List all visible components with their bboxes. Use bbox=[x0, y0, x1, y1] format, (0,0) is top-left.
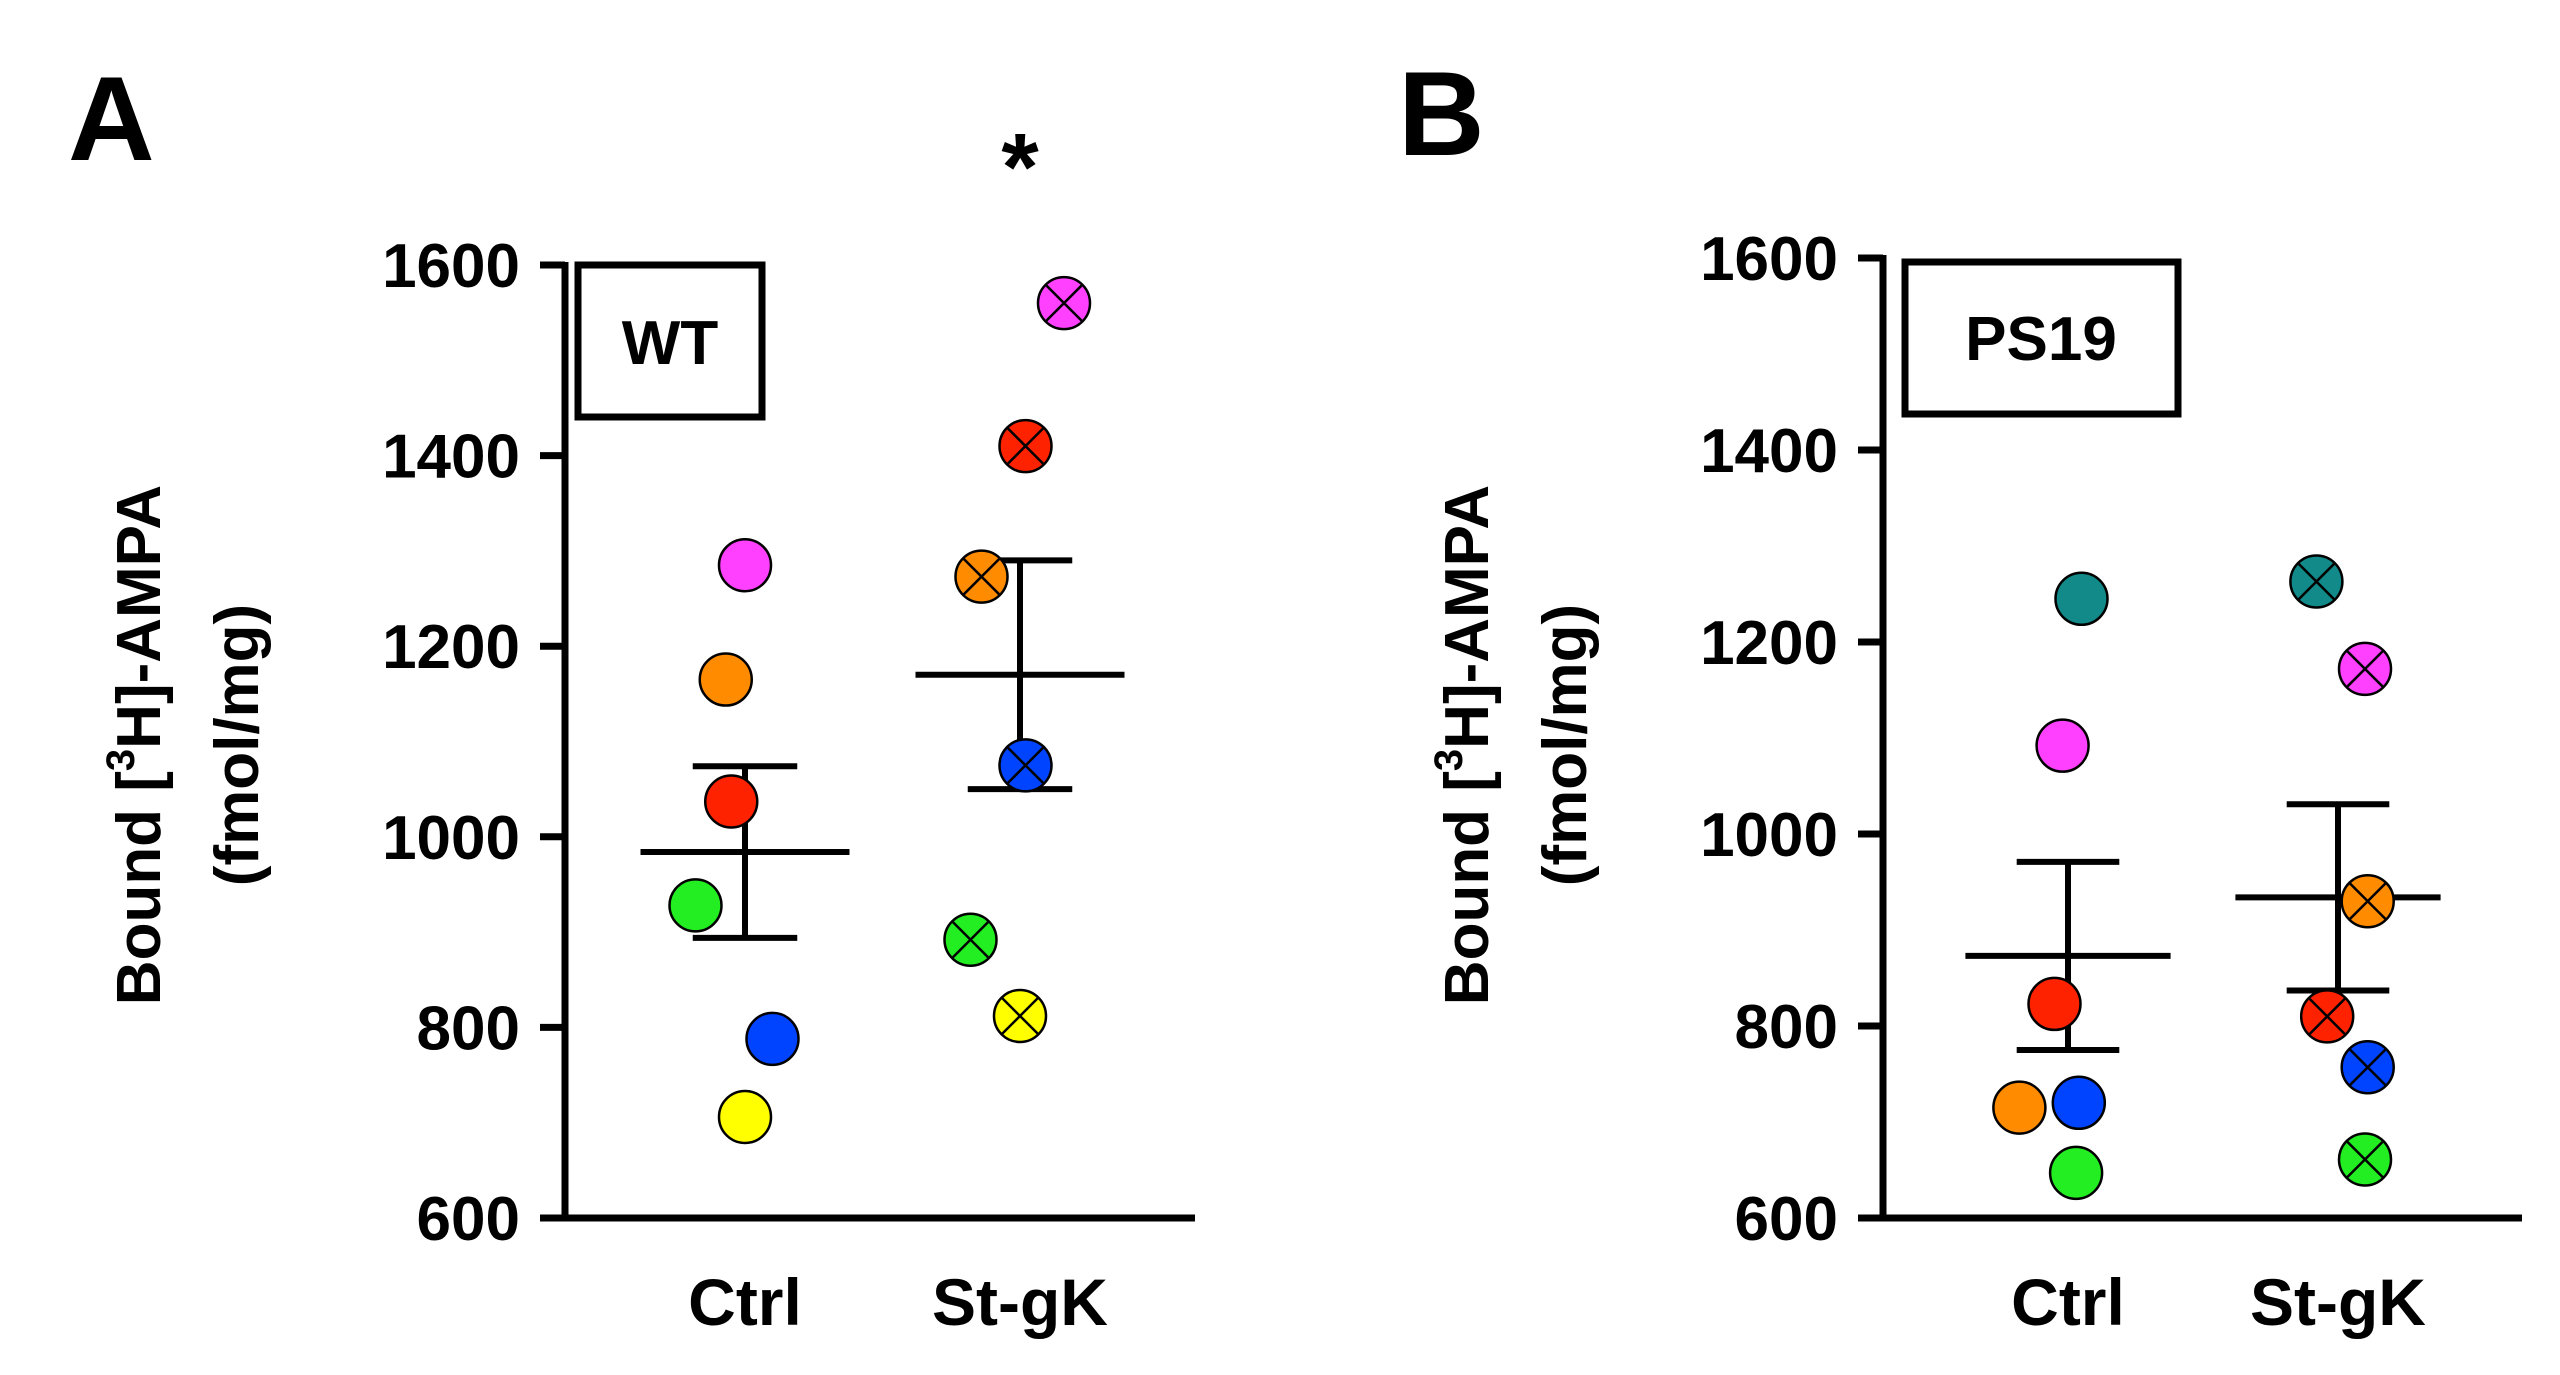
y-tick-label: 1000 bbox=[382, 804, 520, 873]
panel-letter: B bbox=[1398, 47, 1485, 181]
panel-letter: A bbox=[68, 52, 155, 186]
y-axis-label-units: (fmol/mg) bbox=[203, 604, 272, 886]
data-point bbox=[668, 878, 723, 933]
point-marker bbox=[2051, 1075, 2107, 1131]
y-tick-label: 1600 bbox=[382, 232, 520, 301]
data-point bbox=[2035, 718, 2090, 773]
y-tick-label: 800 bbox=[417, 994, 520, 1063]
point-marker bbox=[2048, 1145, 2104, 1201]
group-label-box bbox=[1901, 258, 2182, 418]
data-point bbox=[2027, 976, 2082, 1032]
group-label-box bbox=[574, 261, 766, 421]
data-point bbox=[2051, 1075, 2107, 1131]
data-point bbox=[1992, 1080, 2047, 1135]
point-cross bbox=[1006, 427, 1045, 465]
x-category-label: Ctrl bbox=[2011, 1265, 2125, 1339]
point-marker bbox=[704, 774, 759, 829]
point-cross bbox=[2297, 562, 2335, 601]
significance-star: * bbox=[1001, 114, 1039, 221]
point-cross bbox=[2308, 997, 2346, 1035]
y-tick-label: 600 bbox=[417, 1185, 520, 1254]
y-tick-label: 800 bbox=[1735, 993, 1838, 1062]
point-cross bbox=[2346, 650, 2384, 688]
point-marker bbox=[2027, 976, 2082, 1032]
group-label: PS19 bbox=[1965, 305, 2117, 374]
axes: 600 800 1000 1200 1400 1600 Ctrl St-gK bbox=[1700, 225, 2522, 1339]
plot-area bbox=[640, 275, 1125, 1145]
y-tick-label: 600 bbox=[1735, 1185, 1838, 1254]
y-axis-label: Bound [3H]-AMPA bbox=[99, 485, 174, 1005]
axes: 600 800 1000 1200 1400 1600 Ctrl St-gK bbox=[382, 232, 1195, 1339]
y-tick-label: 1200 bbox=[1700, 609, 1838, 678]
data-point-crossed bbox=[992, 988, 1048, 1044]
point-cross bbox=[951, 921, 990, 959]
data-point bbox=[704, 774, 759, 829]
y-tick-label: 1600 bbox=[1700, 225, 1838, 294]
point-marker bbox=[717, 1089, 773, 1145]
data-point-crossed bbox=[2337, 641, 2393, 697]
y-tick-label: 1400 bbox=[1700, 417, 1838, 486]
data-point-crossed bbox=[943, 912, 998, 967]
data-point bbox=[717, 537, 773, 593]
point-marker bbox=[2035, 718, 2090, 773]
data-point bbox=[2048, 1145, 2104, 1201]
point-cross bbox=[2349, 882, 2387, 920]
group-label: WT bbox=[622, 309, 719, 378]
data-point-crossed bbox=[998, 418, 1053, 474]
data-point bbox=[2054, 571, 2109, 627]
data-point-crossed bbox=[954, 549, 1009, 604]
panel-a: A * Bound [3H]-AMPA (fmol/mg) WT 600 800 1… bbox=[68, 52, 1195, 1339]
y-axis-label-units: (fmol/mg) bbox=[1531, 604, 1600, 886]
point-marker bbox=[717, 537, 773, 593]
plot-area bbox=[1965, 554, 2441, 1201]
data-point bbox=[698, 652, 753, 707]
data-point bbox=[745, 1011, 800, 1067]
data-point bbox=[717, 1089, 773, 1145]
x-category-label: St-gK bbox=[932, 1265, 1108, 1339]
point-marker bbox=[2054, 571, 2109, 627]
data-point-crossed bbox=[2340, 1040, 2395, 1095]
point-cross bbox=[1001, 997, 1039, 1035]
point-cross bbox=[2349, 1048, 2387, 1086]
point-cross bbox=[1045, 284, 1083, 322]
panel-b: B Bound [3H]-AMPA (fmol/mg) PS19 600 800 1… bbox=[1398, 47, 2522, 1339]
data-point-crossed bbox=[2289, 554, 2344, 609]
y-axis-label: Bound [3H]-AMPA bbox=[1427, 485, 1502, 1005]
point-cross bbox=[962, 558, 1001, 596]
y-tick-label: 1400 bbox=[382, 423, 520, 492]
y-tick-label: 1200 bbox=[382, 613, 520, 682]
data-point-crossed bbox=[2340, 873, 2395, 929]
data-point-crossed bbox=[998, 738, 1053, 793]
point-cross bbox=[2346, 1140, 2384, 1179]
point-marker bbox=[698, 652, 753, 707]
point-marker bbox=[668, 878, 723, 933]
point-marker bbox=[1992, 1080, 2047, 1135]
data-point-crossed bbox=[1036, 275, 1092, 331]
y-tick-label: 1000 bbox=[1700, 801, 1838, 870]
x-category-label: St-gK bbox=[2250, 1265, 2426, 1339]
point-cross bbox=[1006, 746, 1045, 784]
x-category-label: Ctrl bbox=[688, 1265, 802, 1339]
point-marker bbox=[745, 1011, 800, 1067]
data-point-crossed bbox=[2299, 989, 2355, 1044]
data-point-crossed bbox=[2337, 1132, 2393, 1187]
